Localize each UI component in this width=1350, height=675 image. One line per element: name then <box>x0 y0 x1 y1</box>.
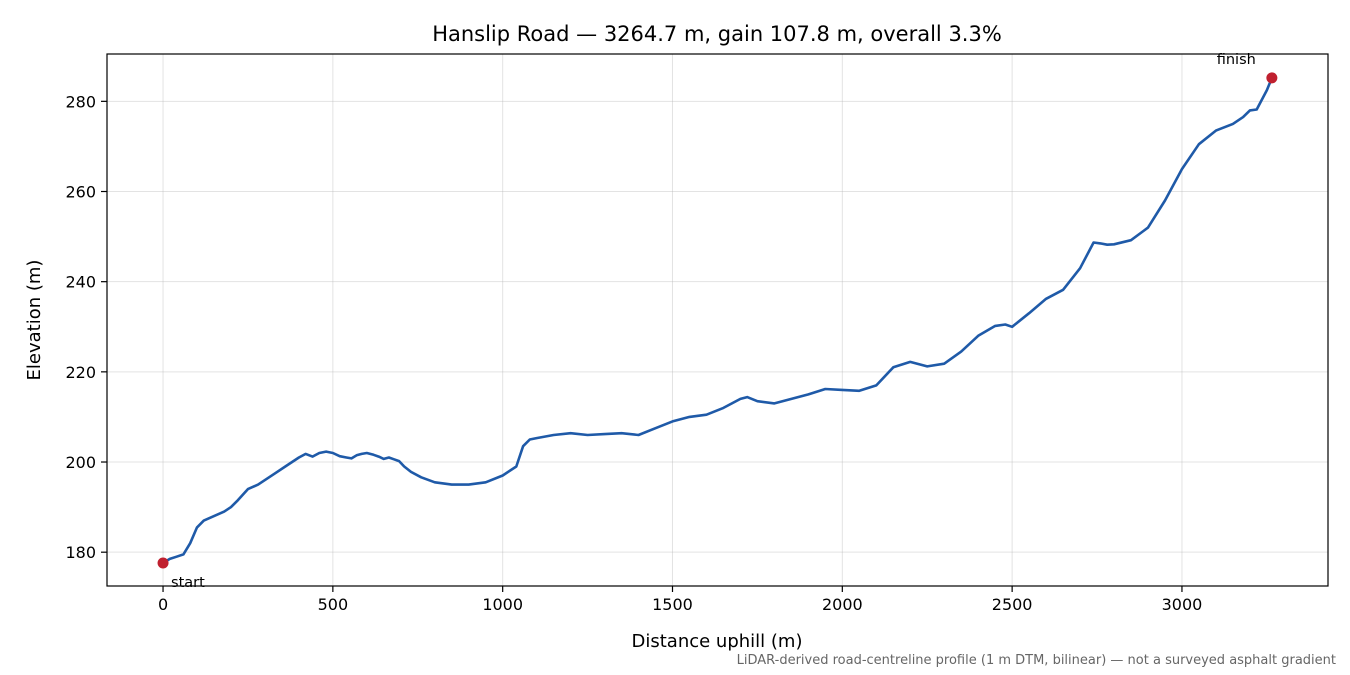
plot-frame <box>106 53 1329 587</box>
start-marker <box>157 557 169 569</box>
start-label: start <box>171 575 205 591</box>
elevation-line <box>161 76 1274 565</box>
x-tick-label: 500 <box>318 595 349 614</box>
axis-ticks: 0 500 1000 1500 2000 2500 3000 180 200 220 240 260 2… <box>65 92 1202 614</box>
y-tick-label: 240 <box>65 273 96 292</box>
footnote: LiDAR-derived road-centreline profile (1… <box>737 653 1336 668</box>
finish-marker <box>1266 72 1278 84</box>
x-axis-label: Distance uphill (m) <box>632 631 803 652</box>
y-axis-label: Elevation (m) <box>24 260 45 381</box>
x-tick-label: 3000 <box>1162 595 1203 614</box>
grid <box>107 54 1328 586</box>
x-tick-label: 1500 <box>652 595 693 614</box>
endpoint-markers: start finish <box>157 52 1278 591</box>
y-tick-label: 200 <box>65 453 96 472</box>
x-tick-label: 0 <box>158 595 168 614</box>
y-tick-label: 260 <box>65 183 96 202</box>
finish-label: finish <box>1217 52 1256 68</box>
x-tick-label: 2000 <box>822 595 863 614</box>
x-tick-label: 1000 <box>482 595 523 614</box>
chart-title: Hanslip Road — 3264.7 m, gain 107.8 m, o… <box>432 22 1002 46</box>
x-tick-label: 2500 <box>992 595 1033 614</box>
y-tick-label: 220 <box>65 363 96 382</box>
y-tick-label: 180 <box>65 543 96 562</box>
y-tick-label: 280 <box>65 92 96 111</box>
